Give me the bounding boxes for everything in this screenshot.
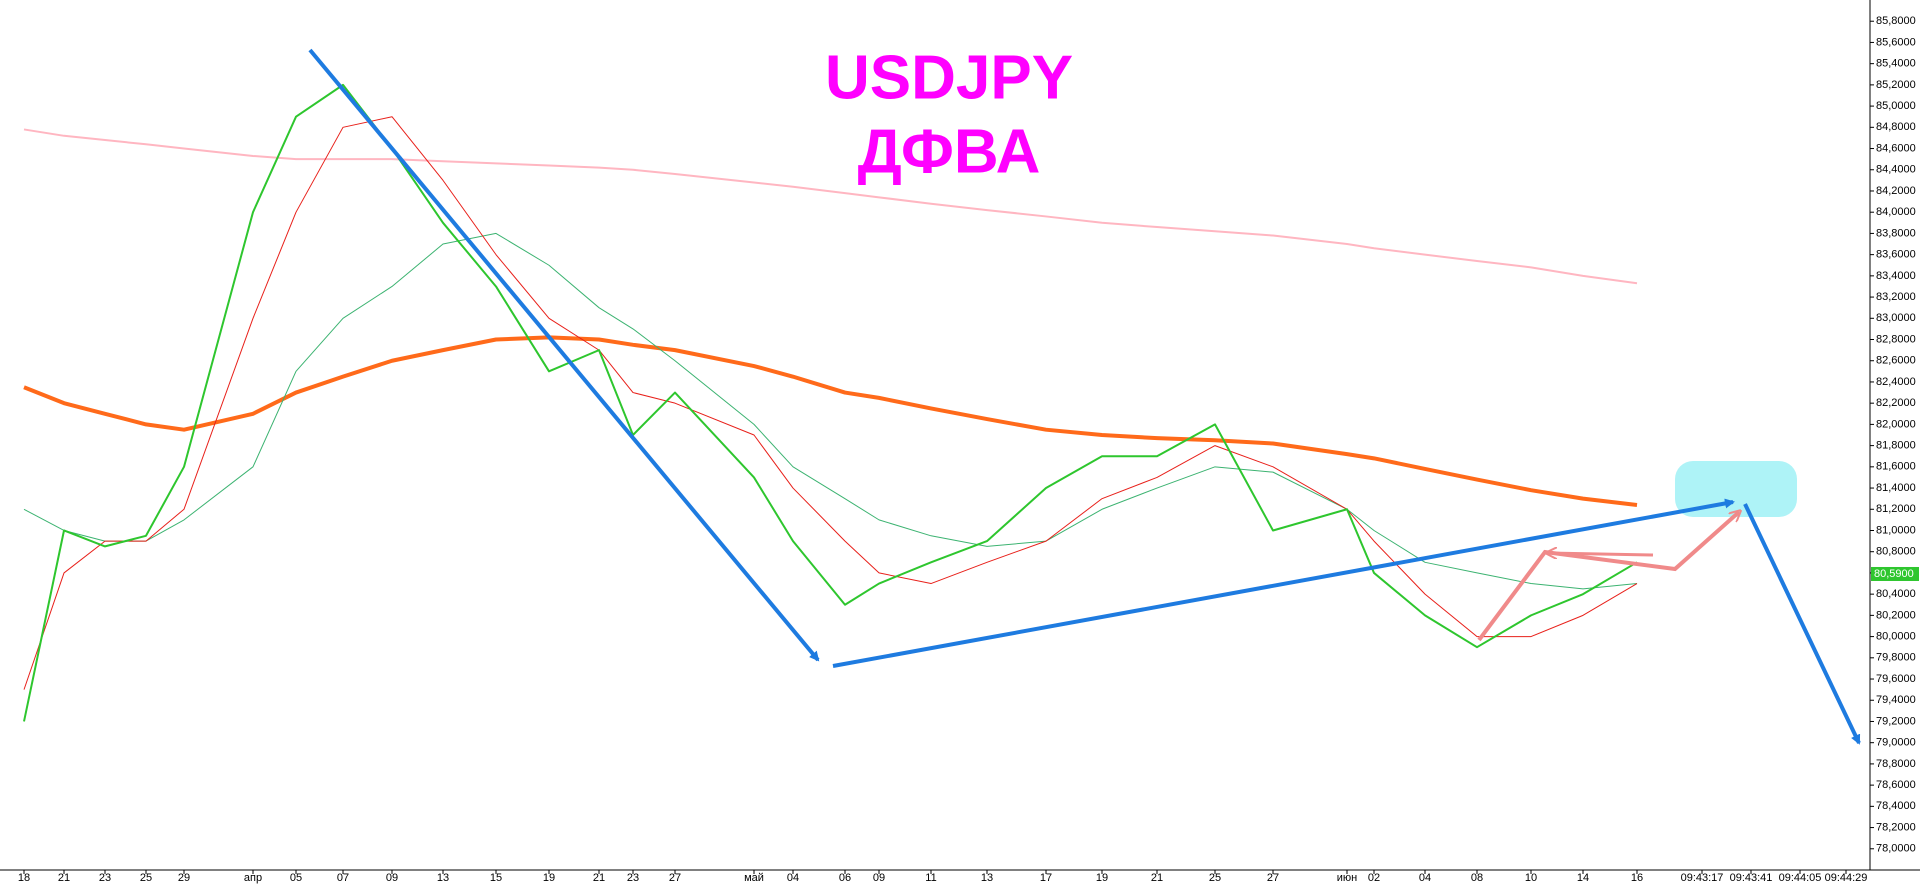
- x-tick-label: 27: [1267, 872, 1279, 884]
- x-tick-label: 09:44:05: [1779, 872, 1822, 884]
- chart-title: USDJPY: [825, 43, 1073, 112]
- x-tick-label: 27: [669, 872, 681, 884]
- y-tick-label: 84,2000: [1876, 185, 1916, 197]
- y-tick-label: 79,2000: [1876, 715, 1916, 727]
- x-tick-label: май: [744, 872, 764, 884]
- series-line: [23, 116, 1638, 690]
- y-tick-label: 81,2000: [1876, 503, 1916, 515]
- y-tick-label: 80,2000: [1876, 609, 1916, 621]
- y-tick-label: 85,0000: [1876, 100, 1916, 112]
- y-tick-label: 80,0000: [1876, 630, 1916, 642]
- x-tick-label: 15: [490, 872, 502, 884]
- y-tick-label: 82,2000: [1876, 397, 1916, 409]
- x-tick-label: 04: [1419, 872, 1431, 884]
- x-tick-label: 25: [140, 872, 152, 884]
- y-tick-label: 78,6000: [1876, 779, 1916, 791]
- series-line: [23, 335, 1638, 508]
- y-tick-label: 80,8000: [1876, 546, 1916, 558]
- y-tick-label: 81,4000: [1876, 482, 1916, 494]
- x-tick-label: 10: [1525, 872, 1537, 884]
- y-tick-label: 81,0000: [1876, 524, 1916, 536]
- y-tick-label: 85,8000: [1876, 15, 1916, 27]
- y-tick-label: 85,2000: [1876, 79, 1916, 91]
- x-tick-label: 02: [1368, 872, 1380, 884]
- x-tick-label: 23: [99, 872, 111, 884]
- y-tick-label: 84,4000: [1876, 164, 1916, 176]
- y-tick-label: 79,4000: [1876, 694, 1916, 706]
- x-tick-label: 29: [178, 872, 190, 884]
- x-tick-label: 19: [1096, 872, 1108, 884]
- x-tick-label: 21: [593, 872, 605, 884]
- x-tick-label: 09:43:17: [1681, 872, 1724, 884]
- y-tick-label: 82,6000: [1876, 355, 1916, 367]
- x-tick-label: 16: [1631, 872, 1643, 884]
- trend-arrow: [1743, 503, 1861, 745]
- x-tick-label: 09: [873, 872, 885, 884]
- y-tick-label: 84,6000: [1876, 142, 1916, 154]
- y-tick-label: 79,0000: [1876, 737, 1916, 749]
- x-tick-label: 19: [543, 872, 555, 884]
- y-tick-label: 78,8000: [1876, 758, 1916, 770]
- y-tick-label: 84,8000: [1876, 121, 1916, 133]
- y-tick-label: 84,0000: [1876, 206, 1916, 218]
- series-line: [23, 232, 1638, 590]
- x-tick-label: 05: [290, 872, 302, 884]
- price-tag: [1871, 566, 1919, 581]
- x-tick-label: 08: [1471, 872, 1483, 884]
- x-tick-label: 17: [1040, 872, 1052, 884]
- wave-arrow: [1548, 553, 1654, 555]
- y-tick-label: 83,2000: [1876, 291, 1916, 303]
- x-tick-label: 21: [1151, 872, 1163, 884]
- y-tick-label: 85,6000: [1876, 36, 1916, 48]
- x-tick-label: апр: [244, 872, 262, 884]
- y-tick-label: 81,6000: [1876, 461, 1916, 473]
- plot-area: [0, 0, 1870, 870]
- y-tick-label: 85,4000: [1876, 58, 1916, 70]
- x-tick-label: 13: [437, 872, 449, 884]
- series-line: [23, 128, 1638, 285]
- y-tick-label: 83,8000: [1876, 227, 1916, 239]
- x-tick-label: 23: [627, 872, 639, 884]
- x-tick-label: 11: [925, 872, 936, 884]
- x-tick-label: 04: [787, 872, 799, 884]
- y-tick-label: 79,6000: [1876, 673, 1916, 685]
- y-tick-label: 83,0000: [1876, 312, 1916, 324]
- y-tick-label: 78,4000: [1876, 800, 1916, 812]
- x-tick-label: 18: [18, 872, 30, 884]
- x-tick-label: 14: [1577, 872, 1589, 884]
- series-line: [23, 83, 1638, 722]
- y-tick-label: 78,0000: [1876, 843, 1916, 855]
- chart-subtitle: ДФВА: [858, 117, 1041, 186]
- x-tick-label: 09:44:29: [1825, 872, 1868, 884]
- x-tick-label: июн: [1337, 872, 1357, 884]
- y-tick-label: 83,6000: [1876, 249, 1916, 261]
- x-tick-label: 07: [337, 872, 349, 884]
- target-zone: [1675, 461, 1797, 517]
- wave-arrow: [1477, 512, 1739, 642]
- x-tick-label: 21: [58, 872, 70, 884]
- x-tick-label: 06: [839, 872, 851, 884]
- y-tick-label: 82,4000: [1876, 376, 1916, 388]
- x-tick-label: 13: [981, 872, 993, 884]
- y-tick-label: 83,4000: [1876, 270, 1916, 282]
- y-tick-label: 81,8000: [1876, 440, 1916, 452]
- x-tick-label: 09: [386, 872, 398, 884]
- price-tag-label: 80,5900: [1874, 568, 1914, 580]
- y-tick-label: 80,4000: [1876, 588, 1916, 600]
- x-tick-label: 09:43:41: [1730, 872, 1773, 884]
- y-tick-label: 78,2000: [1876, 821, 1916, 833]
- y-tick-label: 79,8000: [1876, 652, 1916, 664]
- trend-arrow: [832, 498, 1735, 668]
- trend-arrow: [308, 48, 820, 662]
- x-tick-label: 25: [1209, 872, 1221, 884]
- y-tick-label: 82,0000: [1876, 418, 1916, 430]
- y-tick-label: 82,8000: [1876, 333, 1916, 345]
